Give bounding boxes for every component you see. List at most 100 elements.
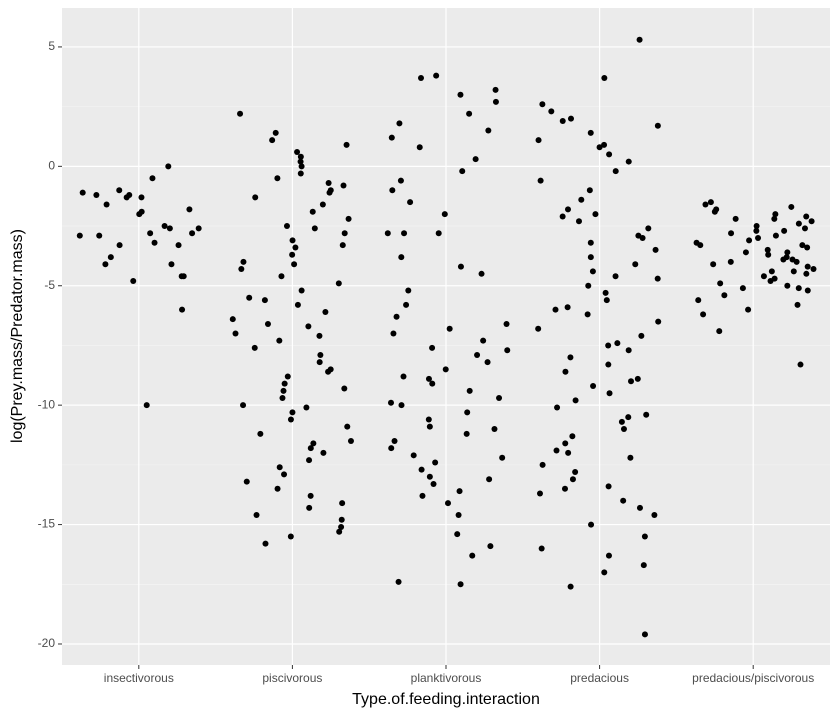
- point: [627, 454, 634, 461]
- point: [287, 416, 294, 423]
- point: [278, 273, 285, 280]
- point: [425, 375, 432, 382]
- point: [499, 454, 506, 461]
- point: [592, 211, 599, 218]
- point: [457, 263, 464, 270]
- point: [640, 562, 647, 569]
- point: [161, 223, 168, 230]
- point: [567, 583, 574, 590]
- point: [803, 270, 810, 277]
- point: [784, 249, 791, 256]
- point: [727, 258, 734, 265]
- point: [474, 352, 481, 359]
- point: [403, 301, 410, 308]
- point: [625, 347, 632, 354]
- point: [790, 268, 797, 275]
- point: [446, 325, 453, 332]
- point: [274, 175, 281, 182]
- point: [388, 445, 395, 452]
- point: [459, 168, 466, 175]
- point: [229, 316, 236, 323]
- y-tick-label: -5: [44, 278, 55, 292]
- y-tick-label: -20: [38, 636, 56, 650]
- point: [284, 373, 291, 380]
- point: [130, 277, 137, 284]
- point: [418, 466, 425, 473]
- x-tick-label: predacious/piscivorous: [692, 671, 814, 685]
- point: [781, 227, 788, 234]
- point: [417, 74, 424, 81]
- point: [457, 581, 464, 588]
- point: [702, 201, 709, 208]
- point: [539, 101, 546, 108]
- point: [614, 340, 621, 347]
- x-tick-label: piscivorous: [262, 671, 322, 685]
- point: [306, 457, 313, 464]
- point: [165, 163, 172, 170]
- point: [728, 230, 735, 237]
- point: [238, 266, 245, 273]
- point: [484, 359, 491, 366]
- point: [486, 476, 493, 483]
- point: [339, 242, 346, 249]
- point: [310, 440, 317, 447]
- point: [343, 141, 350, 148]
- point: [390, 330, 397, 337]
- point: [276, 464, 283, 471]
- point: [710, 261, 717, 268]
- point: [771, 215, 778, 222]
- point: [651, 512, 658, 519]
- point: [264, 320, 271, 327]
- point: [442, 366, 449, 373]
- point: [317, 352, 324, 359]
- point: [429, 344, 436, 351]
- point: [810, 266, 817, 273]
- point: [341, 230, 348, 237]
- point: [76, 232, 83, 239]
- point: [491, 426, 498, 433]
- point: [429, 380, 436, 387]
- point: [504, 347, 511, 354]
- point: [303, 404, 310, 411]
- point: [287, 533, 294, 540]
- point: [138, 208, 145, 215]
- point: [274, 485, 281, 492]
- point: [585, 282, 592, 289]
- point: [138, 194, 145, 201]
- point: [143, 402, 150, 409]
- point: [107, 254, 114, 261]
- point: [251, 344, 258, 351]
- point: [732, 215, 739, 222]
- point: [605, 342, 612, 349]
- point: [298, 287, 305, 294]
- point: [765, 251, 772, 258]
- point: [464, 409, 471, 416]
- point: [147, 230, 154, 237]
- point: [612, 273, 619, 280]
- point: [441, 211, 448, 218]
- point: [654, 122, 661, 129]
- point: [291, 261, 298, 268]
- point: [760, 273, 767, 280]
- point: [445, 500, 452, 507]
- point: [799, 242, 806, 249]
- point: [326, 189, 333, 196]
- point: [578, 196, 585, 203]
- point: [311, 225, 318, 232]
- point: [93, 191, 100, 198]
- point: [636, 504, 643, 511]
- point: [587, 254, 594, 261]
- point: [584, 311, 591, 318]
- point: [305, 323, 312, 330]
- point: [463, 430, 470, 437]
- point: [562, 368, 569, 375]
- point: [340, 182, 347, 189]
- point: [601, 141, 608, 148]
- point: [397, 177, 404, 184]
- point: [289, 251, 296, 258]
- point: [102, 261, 109, 268]
- y-axis-title: log(Prey.mass/Predator.mass): [9, 229, 26, 443]
- point: [559, 117, 566, 124]
- point: [535, 137, 542, 144]
